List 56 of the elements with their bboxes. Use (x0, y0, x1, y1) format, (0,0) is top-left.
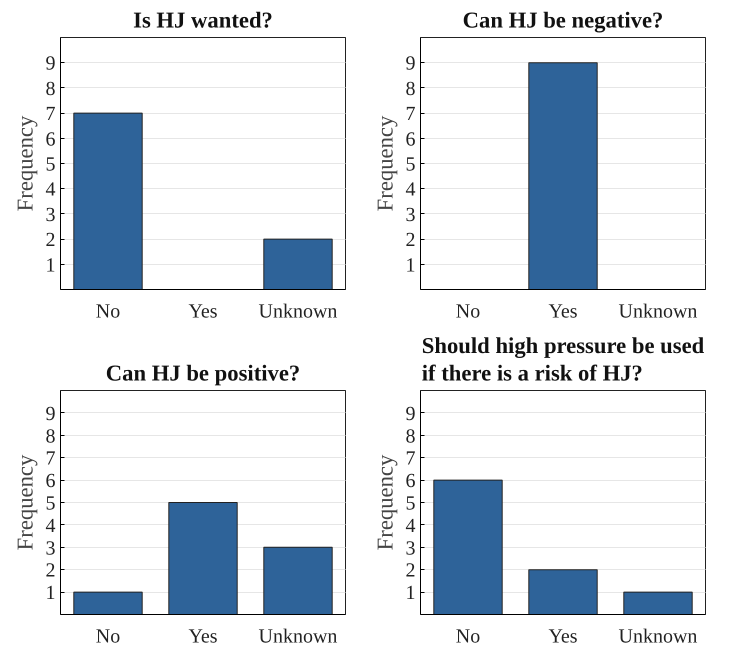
y-tick-label: 3 (46, 204, 56, 226)
x-tick-label: Yes (188, 626, 218, 648)
y-tick-label: 7 (46, 448, 56, 470)
y-tick-label: 5 (46, 154, 56, 176)
x-tick-label: No (96, 626, 120, 648)
chart-title: Is HJ wanted? (133, 8, 273, 32)
y-axis-title: Frequency (372, 115, 398, 212)
y-tick-label: 6 (406, 470, 416, 492)
y-tick-label: 2 (46, 560, 56, 582)
y-tick-label: 7 (406, 448, 416, 470)
y-tick-label: 8 (46, 78, 56, 100)
x-tick-label: Unknown (618, 300, 698, 322)
y-tick-label: 8 (406, 425, 416, 448)
y-tick-label: 2 (406, 560, 416, 582)
y-tick-label: 6 (46, 470, 56, 492)
x-tick-label: No (456, 626, 480, 648)
x-tick-label: Yes (548, 300, 578, 322)
y-tick-label: 3 (406, 537, 416, 560)
x-tick-label: Unknown (618, 626, 698, 648)
y-tick-label: 6 (406, 128, 416, 150)
y-tick-label: 6 (46, 128, 56, 150)
y-tick-label: 1 (46, 254, 56, 276)
y-axis-title: Frequency (372, 454, 398, 550)
y-tick-label: 4 (406, 178, 416, 201)
y-tick-label: 1 (406, 582, 416, 604)
y-tick-label: 3 (406, 204, 416, 226)
y-tick-label: 4 (406, 514, 416, 537)
y-tick-label: 9 (406, 52, 416, 75)
y-tick-label: 9 (406, 402, 416, 425)
y-axis-title: Frequency (12, 454, 38, 550)
x-tick-label: Yes (188, 300, 218, 322)
y-tick-label: 5 (46, 492, 56, 514)
y-tick-label: 2 (46, 229, 56, 252)
chart-title: Can HJ be positive? (106, 360, 300, 386)
x-tick-label: Unknown (258, 626, 338, 648)
y-tick-label: 9 (46, 52, 56, 75)
x-tick-label: No (456, 300, 480, 322)
chart-title: Should high pressure be used if there is a risk of HJ? (422, 333, 705, 386)
y-tick-label: 7 (406, 103, 416, 126)
y-tick-label: 8 (46, 425, 56, 448)
y-axis-title: Frequency (12, 115, 38, 212)
y-tick-label: 7 (46, 103, 56, 126)
y-tick-label: 4 (46, 178, 56, 201)
y-tick-label: 4 (46, 514, 56, 537)
y-tick-label: 1 (46, 582, 56, 604)
y-tick-label: 9 (46, 402, 56, 425)
y-tick-label: 5 (406, 492, 416, 514)
x-tick-label: No (96, 300, 120, 322)
x-tick-label: Unknown (258, 300, 338, 322)
x-tick-label: Yes (548, 626, 578, 648)
chart-title: Can HJ be negative? (462, 8, 664, 32)
y-tick-label: 5 (406, 154, 416, 176)
y-tick-label: 8 (406, 78, 416, 100)
y-tick-label: 2 (406, 229, 416, 252)
y-tick-label: 1 (406, 254, 416, 276)
y-tick-label: 3 (46, 537, 56, 560)
